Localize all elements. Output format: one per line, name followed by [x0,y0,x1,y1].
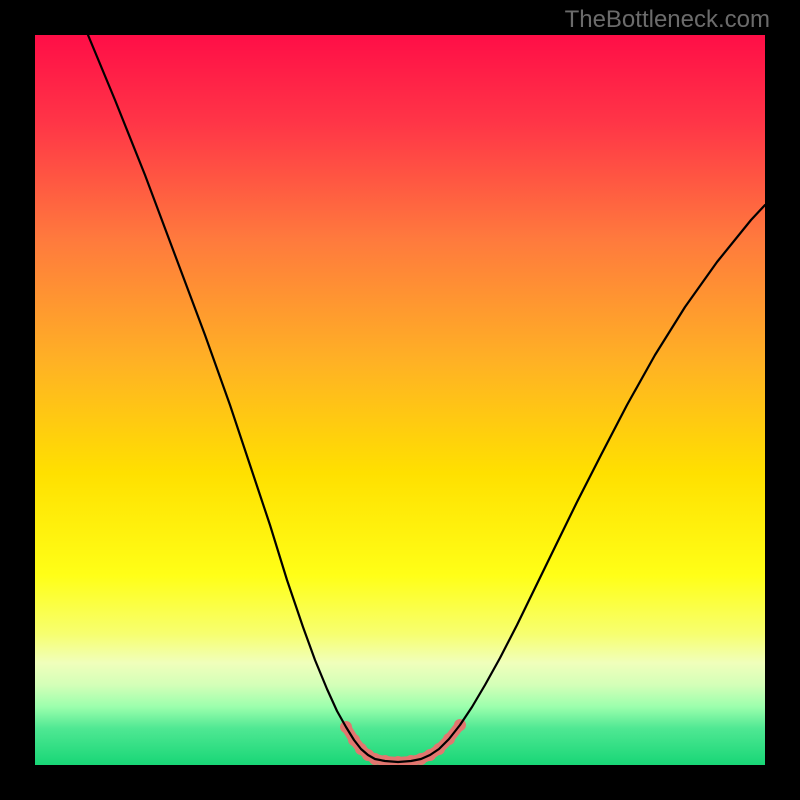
watermark-text: TheBottleneck.com [565,6,770,34]
plot-svg [35,35,765,765]
bottleneck-curve [88,35,765,762]
plot-frame [35,35,765,765]
